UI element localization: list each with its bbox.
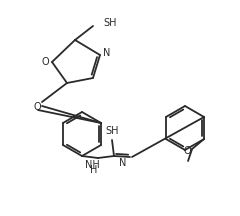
Text: H: H xyxy=(90,165,98,175)
Text: NH: NH xyxy=(85,160,99,170)
Text: O: O xyxy=(183,146,191,156)
Text: N: N xyxy=(119,158,127,168)
Text: SH: SH xyxy=(103,18,116,28)
Text: O: O xyxy=(33,102,41,112)
Text: SH: SH xyxy=(105,126,119,136)
Text: N: N xyxy=(103,48,111,58)
Text: O: O xyxy=(41,57,49,67)
